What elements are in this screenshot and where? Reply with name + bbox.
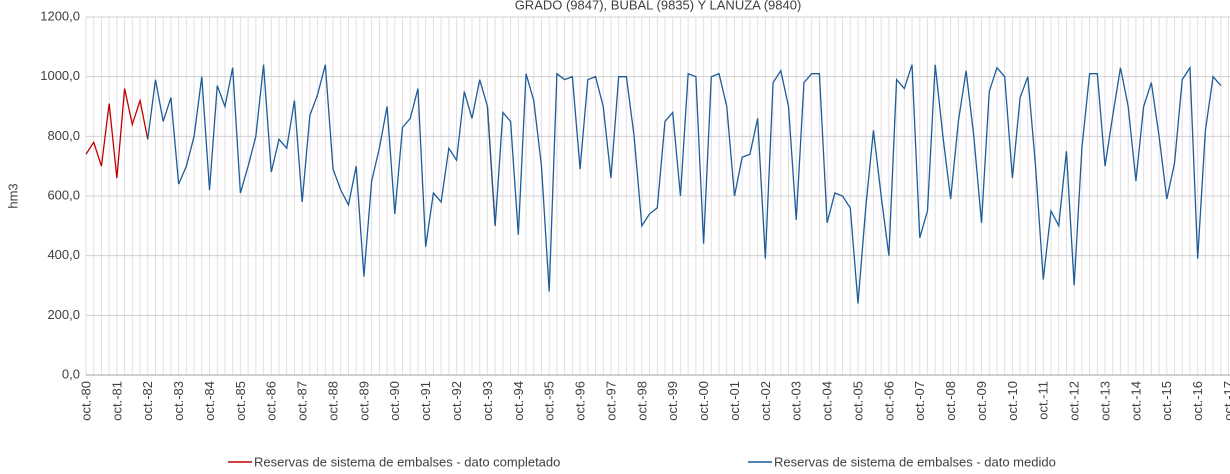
x-tick-label: oct.-04: [820, 381, 835, 421]
x-tick-label: oct.-90: [387, 381, 402, 421]
y-tick-label: 600,0: [47, 187, 80, 202]
x-tick-label: oct.-06: [881, 381, 896, 421]
y-tick-label: 1200,0: [40, 8, 80, 23]
x-tick-label: oct.-08: [943, 381, 958, 421]
x-tick-label: oct.-01: [727, 381, 742, 421]
x-tick-label: oct.-17: [1221, 381, 1230, 421]
x-tick-label: oct.-98: [634, 381, 649, 421]
x-tick-label: oct.-87: [295, 381, 310, 421]
x-tick-label: oct.-84: [202, 381, 217, 421]
x-tick-label: oct.-09: [974, 381, 989, 421]
legend-label: Reservas de sistema de embalses - dato m…: [774, 454, 1056, 469]
x-tick-label: oct.-07: [912, 381, 927, 421]
legend-label: Reservas de sistema de embalses - dato c…: [254, 454, 560, 469]
y-tick-label: 800,0: [47, 128, 80, 143]
x-tick-label: oct.-81: [109, 381, 124, 421]
x-tick-label: oct.-12: [1067, 381, 1082, 421]
x-tick-label: oct.-91: [418, 381, 433, 421]
x-tick-label: oct.-05: [850, 381, 865, 421]
x-tick-label: oct.-99: [665, 381, 680, 421]
y-tick-label: 400,0: [47, 247, 80, 262]
x-tick-label: oct.-95: [542, 381, 557, 421]
x-tick-label: oct.-89: [356, 381, 371, 421]
x-tick-label: oct.-92: [449, 381, 464, 421]
x-tick-label: oct.-88: [325, 381, 340, 421]
x-tick-label: oct.-80: [78, 381, 93, 421]
x-tick-label: oct.-93: [480, 381, 495, 421]
x-tick-label: oct.-03: [789, 381, 804, 421]
x-tick-label: oct.-11: [1036, 381, 1051, 420]
x-tick-label: oct.-13: [1097, 381, 1112, 421]
x-tick-label: oct.-83: [171, 381, 186, 421]
x-tick-label: oct.-00: [696, 381, 711, 421]
x-tick-label: oct.-85: [233, 381, 248, 421]
x-tick-label: oct.-96: [573, 381, 588, 421]
y-axis-label: hm3: [5, 183, 20, 208]
series-line: [147, 64, 1222, 304]
x-tick-label: oct.-15: [1159, 381, 1174, 421]
x-tick-label: oct.-86: [264, 381, 279, 421]
x-tick-label: oct.-10: [1005, 381, 1020, 421]
y-tick-label: 0,0: [62, 366, 80, 381]
x-tick-label: oct.-02: [758, 381, 773, 421]
x-tick-label: oct.-14: [1128, 381, 1143, 421]
x-tick-label: oct.-97: [603, 381, 618, 421]
y-tick-label: 200,0: [47, 307, 80, 322]
x-tick-label: oct.-94: [511, 381, 526, 421]
chart-title: GRADO (9847), BUBAL (9835) Y LANUZA (984…: [515, 0, 802, 12]
x-tick-label: oct.-82: [140, 381, 155, 421]
x-tick-label: oct.-16: [1190, 381, 1205, 421]
y-tick-label: 1000,0: [40, 68, 80, 83]
